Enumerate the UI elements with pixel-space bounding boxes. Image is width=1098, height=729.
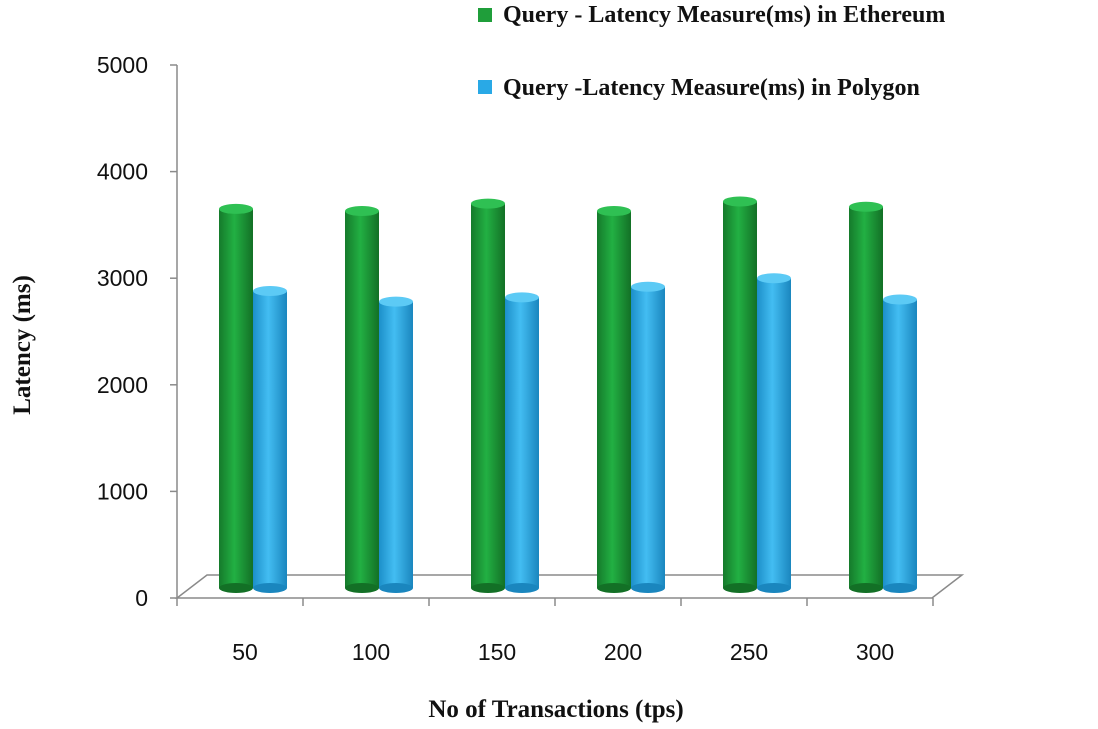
x-axis-title: No of Transactions (tps) (428, 696, 683, 723)
bar-ethereum-250 (723, 196, 757, 593)
y-tick-label: 5000 (97, 52, 148, 78)
legend-label-ethereum: Query - Latency Measure(ms) in Ethereum (503, 2, 945, 28)
y-tick-label: 3000 (97, 265, 148, 291)
y-tick-label: 4000 (97, 159, 148, 185)
bars (219, 196, 917, 593)
y-axis-title: Latency (ms) (9, 275, 36, 415)
x-tick-label: 100 (352, 639, 390, 665)
y-tick-label: 0 (135, 585, 148, 611)
y-tick-label: 1000 (97, 478, 148, 504)
bar-ethereum-100 (345, 206, 379, 593)
bar-polygon-200 (631, 281, 665, 593)
bar-ethereum-300 (849, 201, 883, 593)
legend: Query - Latency Measure(ms) in Ethereum … (478, 2, 945, 101)
x-tick-label: 300 (856, 639, 894, 665)
bar-polygon-100 (379, 296, 413, 593)
x-tick-label: 250 (730, 639, 768, 665)
legend-swatch-polygon (478, 80, 492, 94)
bar-ethereum-150 (471, 198, 505, 593)
legend-swatch-ethereum (478, 8, 492, 22)
bar-polygon-150 (505, 292, 539, 593)
x-tick-label: 50 (232, 639, 258, 665)
x-tick-label: 200 (604, 639, 642, 665)
bar-polygon-300 (883, 294, 917, 593)
legend-label-polygon: Query -Latency Measure(ms) in Polygon (503, 75, 920, 101)
bar-polygon-250 (757, 273, 791, 593)
bar-ethereum-200 (597, 206, 631, 593)
x-tick-label: 150 (478, 639, 516, 665)
bar-polygon-50 (253, 285, 287, 593)
bar-ethereum-50 (219, 203, 253, 593)
floor-plane (174, 574, 965, 599)
y-tick-label: 2000 (97, 372, 148, 398)
